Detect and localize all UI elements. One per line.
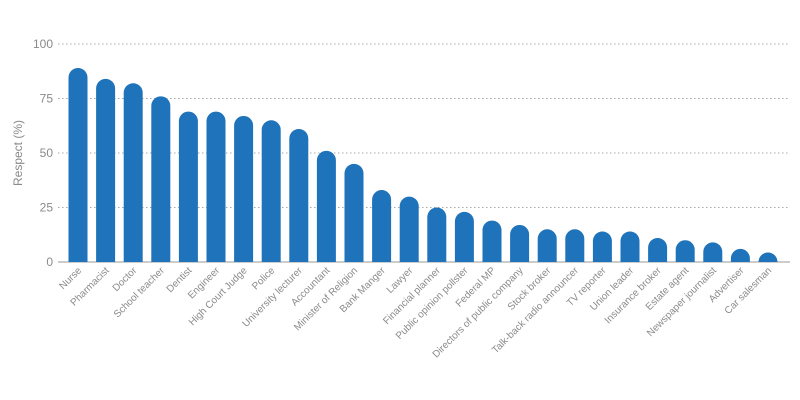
y-tick-label-0: 0: [46, 255, 53, 269]
y-tick-label-75: 75: [40, 92, 54, 106]
bar-engineer: [206, 111, 226, 262]
bar-lawyer: [399, 196, 419, 262]
bar-directors-of-public-company: [510, 224, 530, 262]
bar-union-leader: [620, 231, 640, 262]
bar-school-teacher: [151, 96, 171, 262]
x-tick-label-school-teacher: School teacher: [112, 265, 167, 320]
bar-nurse: [68, 67, 88, 262]
bar-bank-manger: [372, 190, 392, 262]
bar-minister-of-religion: [344, 163, 364, 262]
bar-pharmacist: [96, 78, 116, 262]
bar-university-lecturer: [289, 129, 309, 262]
bars: [68, 67, 778, 263]
bar-newspaper-journalist: [703, 242, 723, 262]
bar-doctor: [123, 83, 143, 263]
bar-public-opinion-pollster: [454, 211, 474, 262]
bar-talk-back-radio-announcer: [565, 229, 585, 262]
y-axis-title: Respect (%): [11, 120, 25, 186]
y-tick-label-100: 100: [33, 37, 53, 51]
bar-stock-broker: [537, 229, 557, 262]
bar-accountant: [316, 150, 336, 262]
bar-insurance-broker: [648, 238, 668, 262]
bar-tv-reporter: [592, 231, 612, 262]
bar-dentist: [178, 111, 198, 262]
bar-financial-planner: [427, 207, 447, 262]
y-tick-label-50: 50: [40, 146, 54, 160]
bar-estate-agent: [675, 240, 695, 262]
bar-police: [261, 120, 281, 262]
bar-advertiser: [730, 248, 750, 262]
bar-federal-mp: [482, 220, 502, 262]
bar-car-salesman: [758, 252, 778, 262]
y-tick-label-25: 25: [40, 201, 54, 215]
bar-high-court-judge: [234, 115, 254, 263]
y-axis-ticks: 0 25 50 75 100: [33, 37, 53, 269]
